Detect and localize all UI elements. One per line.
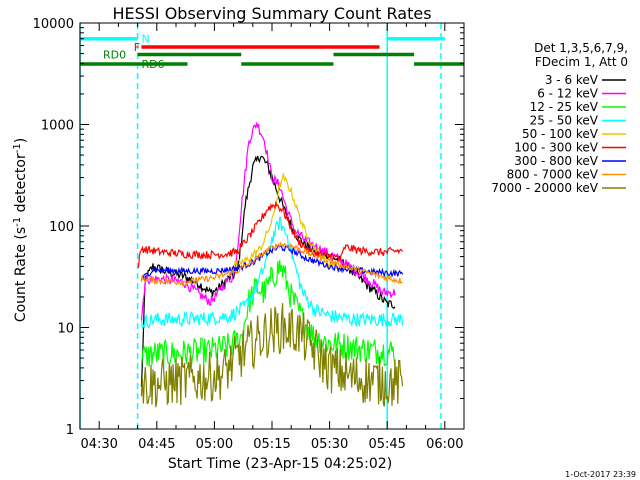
x-tick-label-4: 05:30 (311, 437, 348, 452)
series-line-2 (140, 260, 396, 368)
x-tick-label-6: 06:00 (426, 437, 463, 452)
x-tick-label-3: 05:15 (253, 437, 290, 452)
y-axis-label-mid: detector (13, 153, 29, 217)
legend-label-1: 6 - 12 keV (537, 87, 599, 101)
y-tick-label-3: 1000 (41, 119, 74, 134)
legend-header-line1: Det 1,3,5,6,7,9, (534, 41, 628, 55)
series-line-8 (140, 303, 404, 408)
series-line-4 (229, 171, 342, 273)
legend-label-0: 3 - 6 keV (545, 73, 599, 87)
axes: 04:30 04:45 05:00 05:15 05:30 05:45 06:00 1 10 10… (33, 17, 465, 452)
y-axis-label-exp2: -1 (12, 143, 23, 153)
legend-label-5: 100 - 300 keV (514, 141, 598, 155)
y-tick-label-0: 1 (66, 423, 74, 438)
legend: Det 1,3,5,6,7,9, FDecim 1, Att 0 3 - 6 k… (491, 41, 628, 195)
chart-title: HESSI Observing Summary Count Rates (112, 4, 431, 23)
x-tick-label-0: 04:30 (80, 437, 117, 452)
legend-label-4: 50 - 100 keV (522, 127, 599, 141)
y-axis-label-exp1: -1 (12, 217, 23, 227)
series-line-5 (137, 200, 404, 268)
legend-label-2: 12 - 25 keV (530, 100, 599, 114)
x-tick-label-2: 05:00 (196, 437, 233, 452)
flag-label-0: N (141, 33, 149, 46)
x-tick-label-5: 05:45 (368, 437, 405, 452)
plot-data (79, 23, 442, 429)
footer-date: 1-Oct-2017 23:39 (565, 470, 636, 479)
x-axis-label: Start Time (23-Apr-15 04:25:02) (168, 456, 392, 472)
legend-header-line2: FDecim 1, Att 0 (535, 55, 628, 69)
y-tick-label-1: 10 (57, 322, 74, 337)
legend-label-8: 7000 - 20000 keV (491, 181, 598, 195)
y-axis-label-end: ) (13, 138, 29, 143)
y-tick-label-4: 10000 (33, 17, 74, 32)
flag-label-3: RD6 (141, 58, 164, 71)
series-line-7 (140, 241, 403, 288)
y-tick-label-2: 100 (49, 220, 74, 235)
x-tick-label-1: 04:45 (138, 437, 175, 452)
series-line-1 (140, 122, 396, 322)
y-axis-label-main: Count Rate (s (13, 227, 29, 322)
flag-bars: NF RD0 RD6 (80, 33, 464, 71)
flag-label-2: RD0 (103, 48, 126, 61)
series-line-0 (140, 155, 396, 388)
legend-label-6: 300 - 800 keV (514, 154, 598, 168)
series-line-3 (140, 216, 404, 330)
legend-label-7: 800 - 7000 keV (507, 168, 599, 182)
legend-label-3: 25 - 50 keV (530, 114, 599, 128)
y-axis-label: Count Rate (s-1 detector-1) (12, 138, 29, 322)
flag-label-1: F (134, 41, 140, 54)
